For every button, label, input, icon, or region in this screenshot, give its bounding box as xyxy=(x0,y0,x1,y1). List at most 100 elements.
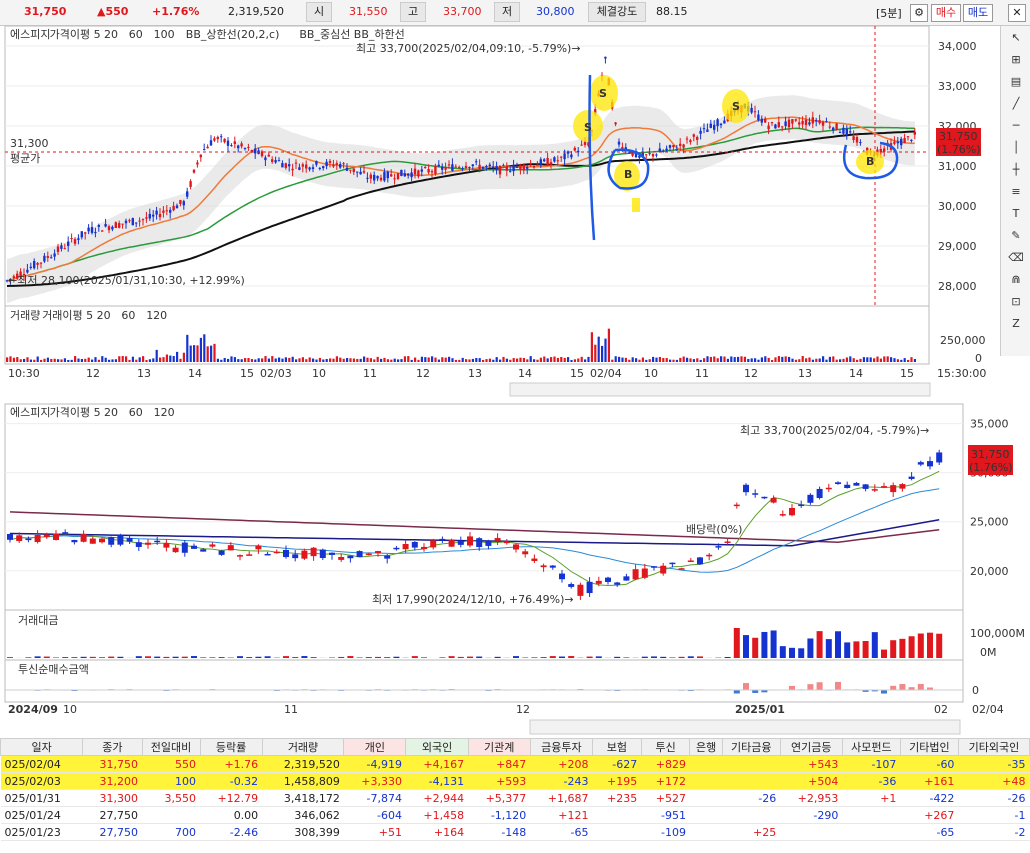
candle xyxy=(175,205,179,209)
table-row[interactable]: 025/01/23 27,750 700 -2.46 308,399 +51 +164 -14… xyxy=(0,823,1030,841)
zoom-icon[interactable]: ⊞ xyxy=(1011,53,1021,66)
col-header[interactable]: 종가 xyxy=(82,738,143,756)
candle xyxy=(216,136,219,140)
volume-bar xyxy=(376,356,379,362)
candle xyxy=(845,128,848,136)
volume-bar xyxy=(539,357,542,362)
volume-bar xyxy=(873,358,876,362)
fibonacci-icon[interactable]: ≡ xyxy=(1011,185,1021,198)
horizontal-line-icon[interactable]: ─ xyxy=(1012,119,1020,132)
table-row[interactable]: 025/02/03 31,200 100 -0.32 1,458,809 +3,330 -4… xyxy=(0,772,1030,790)
intraday-volume-panel xyxy=(4,305,930,365)
amount-bar xyxy=(283,656,289,658)
candle xyxy=(638,155,641,158)
table-cell: -422 xyxy=(900,789,959,807)
col-header[interactable]: 전일대비 xyxy=(141,738,201,756)
col-header[interactable]: 개인 xyxy=(343,738,407,756)
candle xyxy=(580,144,583,146)
candle xyxy=(724,541,731,543)
table-cell: -0.32 xyxy=(200,772,263,790)
col-header[interactable]: 등락률 xyxy=(199,738,263,756)
volume-bar xyxy=(138,357,141,362)
high-price: 33,700 xyxy=(443,5,482,18)
candle xyxy=(881,486,887,488)
col-header[interactable]: 사모펀드 xyxy=(841,738,901,756)
candle xyxy=(233,141,236,144)
volume-bar xyxy=(764,356,767,362)
candle xyxy=(750,107,753,113)
candle xyxy=(807,494,814,503)
col-header[interactable]: 보험 xyxy=(591,738,642,756)
candle xyxy=(651,153,655,157)
bottom-scroll-toolbar[interactable] xyxy=(529,719,961,735)
table-row[interactable]: 025/02/04 31,750 550 +1.76 2,319,520 -4,919 +4… xyxy=(0,755,1030,773)
volume-bar xyxy=(614,356,617,362)
candle xyxy=(310,547,317,557)
table-cell: +829 xyxy=(641,755,690,773)
cross-line-icon[interactable]: ┼ xyxy=(1012,163,1020,176)
y-tick-label: 35,000 xyxy=(970,418,1009,431)
eraser-icon[interactable]: ⌫ xyxy=(1008,251,1024,264)
table-row[interactable]: 025/01/24 27,750 0.00 346,062 -604 +1,458 -1,1… xyxy=(0,806,1030,824)
pen-tool-icon[interactable]: ✎ xyxy=(1011,229,1021,242)
table-cell xyxy=(689,823,723,841)
candle xyxy=(67,241,70,246)
volume-bar xyxy=(383,357,386,362)
period-selector[interactable]: [5분] xyxy=(876,7,902,20)
col-header[interactable]: 일자 xyxy=(0,738,84,756)
amount-bar xyxy=(421,657,427,658)
buy-button[interactable]: 매수 xyxy=(931,4,961,22)
settings-gear-icon[interactable]: ⚙ xyxy=(910,4,928,22)
lock-icon[interactable]: ⊡ xyxy=(1011,295,1021,308)
amount-bar xyxy=(881,649,887,658)
col-header[interactable]: 거래량 xyxy=(261,738,345,756)
volume-bar xyxy=(876,356,879,362)
amount-bar xyxy=(494,656,501,658)
col-header[interactable]: 기타외국인 xyxy=(957,738,1030,756)
volume-bar xyxy=(325,358,328,362)
candle xyxy=(237,145,240,149)
volume-bar xyxy=(720,356,723,362)
col-header[interactable]: 기타금융 xyxy=(721,738,781,756)
magnet-icon[interactable]: ⋒ xyxy=(1011,273,1021,286)
col-header[interactable]: 은행 xyxy=(689,738,723,756)
candle xyxy=(529,164,532,166)
candle xyxy=(859,142,862,144)
volume-bar xyxy=(475,357,478,362)
amount-bar xyxy=(513,656,519,658)
zigzag-icon[interactable]: Z xyxy=(1012,317,1020,330)
candle xyxy=(849,131,852,133)
volume-bar xyxy=(162,357,165,362)
cursor-icon[interactable]: ↖ xyxy=(1011,31,1021,44)
chart-type-icon[interactable]: ▤ xyxy=(1010,75,1022,88)
candle xyxy=(199,154,202,158)
candle xyxy=(632,569,639,580)
candle xyxy=(697,557,703,565)
table-cell: 1,458,809 xyxy=(262,772,344,790)
col-header[interactable]: 외국인 xyxy=(405,738,469,756)
table-row[interactable]: 025/01/31 31,300 3,550 +12.79 3,418,172 -7,87… xyxy=(0,789,1030,807)
candle xyxy=(723,120,726,124)
sell-button[interactable]: 매도 xyxy=(963,4,993,22)
candle xyxy=(515,166,519,168)
top-scroll-toolbar[interactable] xyxy=(509,382,931,397)
volume-bar xyxy=(485,359,488,362)
trend-line-icon[interactable]: ╱ xyxy=(1012,97,1020,110)
candle xyxy=(250,150,253,153)
volume-bar xyxy=(805,358,808,362)
col-header[interactable]: 기관계 xyxy=(467,738,531,756)
chart-area[interactable]: S S S B B 에스피지 가격이평 5 20 60 100 BB_상한선(20,2,c… xyxy=(0,0,1030,738)
candle xyxy=(835,123,838,130)
col-header[interactable]: 연기금등 xyxy=(779,738,843,756)
close-icon[interactable]: ✕ xyxy=(1008,4,1026,22)
col-header[interactable]: 금융투자 xyxy=(529,738,593,756)
candle xyxy=(99,538,105,543)
table-cell: +1,458 xyxy=(405,806,469,824)
col-header[interactable]: 기타법인 xyxy=(899,738,959,756)
candle xyxy=(165,210,168,212)
table-cell: +48 xyxy=(958,772,1030,790)
vertical-line-icon[interactable]: │ xyxy=(1012,141,1020,154)
col-header[interactable]: 투신 xyxy=(640,738,691,756)
text-tool-icon[interactable]: T xyxy=(1012,207,1020,220)
candle xyxy=(464,166,468,169)
